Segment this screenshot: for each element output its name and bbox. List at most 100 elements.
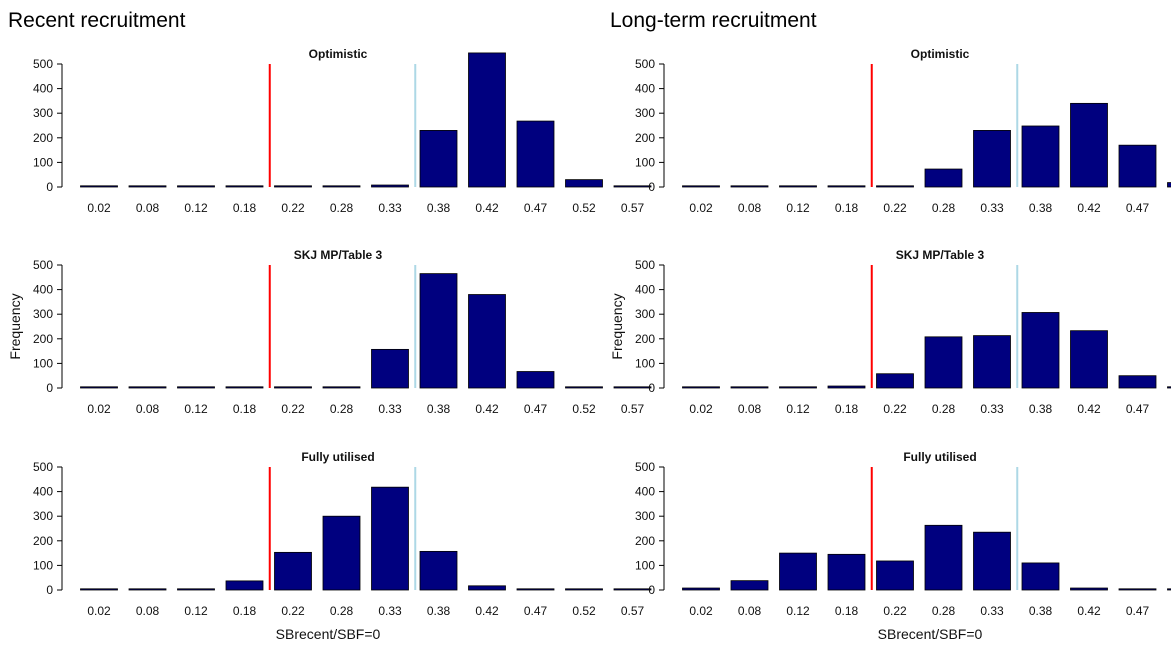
x-category-label: 0.22 — [281, 201, 305, 215]
y-tick-label: 400 — [635, 485, 655, 499]
histogram-bar — [274, 185, 312, 188]
x-category-label: 0.47 — [1126, 604, 1150, 618]
y-tick-label: 500 — [33, 258, 53, 272]
x-category-label: 0.18 — [233, 402, 257, 416]
y-tick-label: 100 — [33, 155, 53, 169]
y-tick-label: 0 — [46, 583, 53, 597]
histogram-bar — [613, 588, 652, 591]
histogram-bar — [371, 486, 409, 591]
histogram-bar — [779, 386, 817, 389]
x-category-label: 0.38 — [1029, 201, 1053, 215]
x-axis-label: SBrecent/SBF=0 — [276, 626, 381, 642]
x-category-label: 0.28 — [932, 604, 956, 618]
x-category-label: 0.22 — [281, 402, 305, 416]
histogram-bar — [1167, 182, 1171, 188]
column-title-recent: Recent recruitment — [8, 9, 186, 32]
histogram-bar — [682, 386, 720, 389]
y-tick-label: 0 — [46, 180, 53, 194]
histogram-bar — [730, 185, 769, 188]
x-category-label: 0.42 — [1077, 201, 1101, 215]
histogram-panel: SKJ MP/Table 3 0 100 200 300 400 500 0.02 0.08 0.… — [609, 248, 1171, 416]
x-category-label: 0.38 — [427, 402, 451, 416]
y-tick-label: 0 — [648, 381, 655, 395]
y-tick-label: 200 — [33, 131, 53, 145]
y-tick-label: 200 — [33, 332, 53, 346]
x-category-label: 0.33 — [980, 201, 1004, 215]
histogram-bar — [322, 515, 361, 591]
x-category-label: 0.28 — [330, 402, 354, 416]
histogram-bar — [274, 551, 312, 591]
x-category-label: 0.08 — [136, 402, 160, 416]
y-tick-label: 300 — [33, 307, 53, 321]
y-tick-label: 300 — [33, 509, 53, 523]
x-category-label: 0.22 — [883, 201, 907, 215]
x-category-label: 0.22 — [883, 402, 907, 416]
histogram-bar — [371, 184, 409, 188]
x-category-label: 0.02 — [689, 604, 713, 618]
y-tick-label: 200 — [635, 534, 655, 548]
histogram-bar — [1070, 330, 1108, 389]
histogram-bar — [682, 587, 720, 591]
x-category-label: 0.38 — [1029, 604, 1053, 618]
histogram-bar — [924, 336, 963, 389]
x-category-label: 0.38 — [427, 604, 451, 618]
histogram-bar — [613, 185, 652, 188]
histogram-bar — [80, 588, 118, 591]
x-category-label: 0.33 — [378, 201, 402, 215]
histogram-bar — [468, 294, 506, 389]
histogram-bar — [1070, 102, 1108, 188]
x-category-label: 0.28 — [330, 604, 354, 618]
y-tick-label: 200 — [635, 131, 655, 145]
histogram-bar — [827, 385, 866, 389]
histogram-bar — [80, 386, 118, 389]
histogram-bar — [1021, 125, 1060, 188]
x-axis-label: SBrecent/SBF=0 — [878, 626, 983, 642]
x-category-label: 0.33 — [378, 402, 402, 416]
x-category-label: 0.12 — [184, 604, 208, 618]
histogram-bar — [225, 386, 264, 389]
y-tick-label: 300 — [33, 106, 53, 120]
histogram-bar — [80, 185, 118, 188]
histogram-bar — [322, 386, 361, 389]
histogram-bar — [177, 185, 215, 188]
histogram-bar — [419, 130, 458, 188]
y-tick-label: 500 — [33, 460, 53, 474]
histogram-bar — [516, 371, 555, 389]
x-category-label: 0.28 — [932, 201, 956, 215]
y-tick-label: 100 — [635, 558, 655, 572]
x-category-label: 0.18 — [835, 402, 859, 416]
x-category-label: 0.18 — [233, 604, 257, 618]
x-category-label: 0.57 — [621, 604, 645, 618]
x-category-label: 0.47 — [524, 604, 548, 618]
y-tick-label: 200 — [33, 534, 53, 548]
x-category-label: 0.52 — [572, 201, 596, 215]
y-tick-label: 0 — [46, 381, 53, 395]
x-category-label: 0.02 — [87, 604, 111, 618]
histogram-bar — [876, 373, 914, 389]
x-category-label: 0.12 — [184, 201, 208, 215]
panel-title: Optimistic — [911, 47, 970, 61]
histogram-bar — [1167, 386, 1171, 389]
x-category-label: 0.22 — [281, 604, 305, 618]
x-category-label: 0.08 — [738, 201, 762, 215]
y-axis-label: Frequency — [609, 293, 625, 359]
histogram-bar — [1167, 588, 1171, 591]
x-category-label: 0.52 — [572, 402, 596, 416]
x-category-label: 0.12 — [786, 201, 810, 215]
x-category-label: 0.18 — [835, 201, 859, 215]
histogram-bar — [225, 580, 264, 591]
histogram-bar — [565, 588, 603, 591]
histogram-bar — [730, 580, 769, 591]
y-tick-label: 500 — [635, 57, 655, 71]
x-category-label: 0.08 — [136, 201, 160, 215]
y-tick-label: 400 — [635, 283, 655, 297]
histogram-bar — [177, 588, 215, 591]
y-tick-label: 100 — [635, 356, 655, 370]
histogram-bar — [876, 185, 914, 188]
histogram-bar — [1021, 312, 1060, 389]
histogram-bar — [1118, 588, 1157, 591]
histogram-bar — [924, 524, 963, 591]
panel-title: SKJ MP/Table 3 — [294, 248, 383, 262]
column-title-long-term: Long-term recruitment — [610, 9, 817, 32]
panels-container: Optimistic 0 100 200 300 400 500 0.02 0.08 0.12 0.… — [7, 47, 1171, 642]
